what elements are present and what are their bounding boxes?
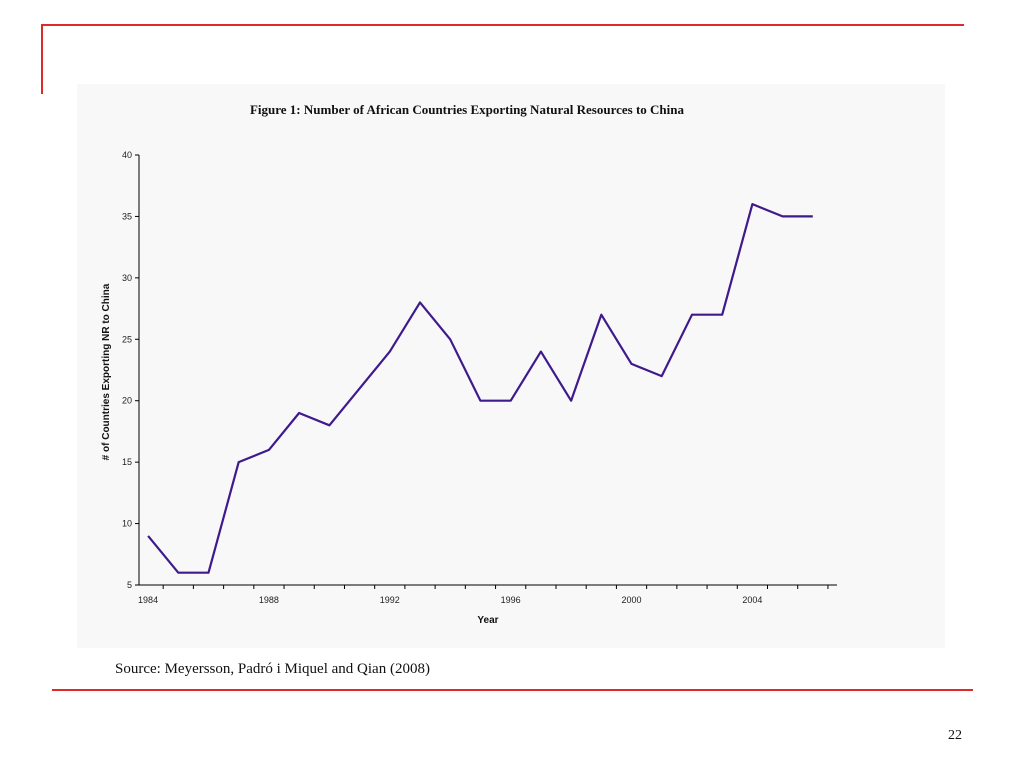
data-point [147,535,149,537]
y-tick-label: 35 [122,211,132,221]
data-point [661,375,663,377]
y-tick-label: 40 [122,150,132,160]
data-point [570,400,572,402]
x-axis-label: Year [477,615,498,626]
x-tick-label: 1984 [138,595,158,605]
slide-frame-left-rule [41,24,43,94]
data-point [389,350,391,352]
data-point [721,314,723,316]
chart-series [147,202,814,574]
data-point [177,572,179,574]
data-point [751,203,753,205]
data-point [419,301,421,303]
page-number: 22 [948,728,962,743]
data-point [691,314,693,316]
data-point [268,449,270,451]
y-tick-label: 15 [122,457,132,467]
y-axis-label: # of Countries Exporting NR to China [101,283,112,460]
x-tick-label: 1992 [380,595,400,605]
y-tick-label: 20 [122,396,132,406]
chart-title: Figure 1: Number of African Countries Ex… [250,102,685,117]
data-point [449,338,451,340]
x-tick-label: 2004 [742,595,762,605]
series-line [147,202,813,574]
y-tick-label: 5 [127,580,132,590]
chart-axes [138,155,837,586]
data-point [600,314,602,316]
y-tick-label: 10 [122,519,132,529]
figure-panel: Figure 1: Number of African Countries Ex… [77,84,945,648]
y-tick-label: 30 [122,273,132,283]
x-tick-label: 1988 [259,595,279,605]
data-point [540,350,542,352]
data-point [781,215,783,217]
data-point [328,424,330,426]
data-point [812,215,814,217]
data-point [238,461,240,463]
slide-frame-bottom-rule [52,689,973,691]
line-chart: Figure 1: Number of African Countries Ex… [101,102,837,626]
data-point [298,412,300,414]
source-note: Source: Meyersson, Padró i Miquel and Qi… [115,661,430,677]
x-tick-label: 1996 [501,595,521,605]
data-point [479,400,481,402]
data-point [358,387,360,389]
slide-frame-top-rule [41,24,964,26]
data-point [509,400,511,402]
data-point [207,572,209,574]
chart-ticks: 5 10 15 20 25 30 35 40 1984 1988 1992 1996 2000 2004 [122,150,829,605]
data-point [630,363,632,365]
x-tick-label: 2000 [622,595,642,605]
y-tick-label: 25 [122,334,132,344]
